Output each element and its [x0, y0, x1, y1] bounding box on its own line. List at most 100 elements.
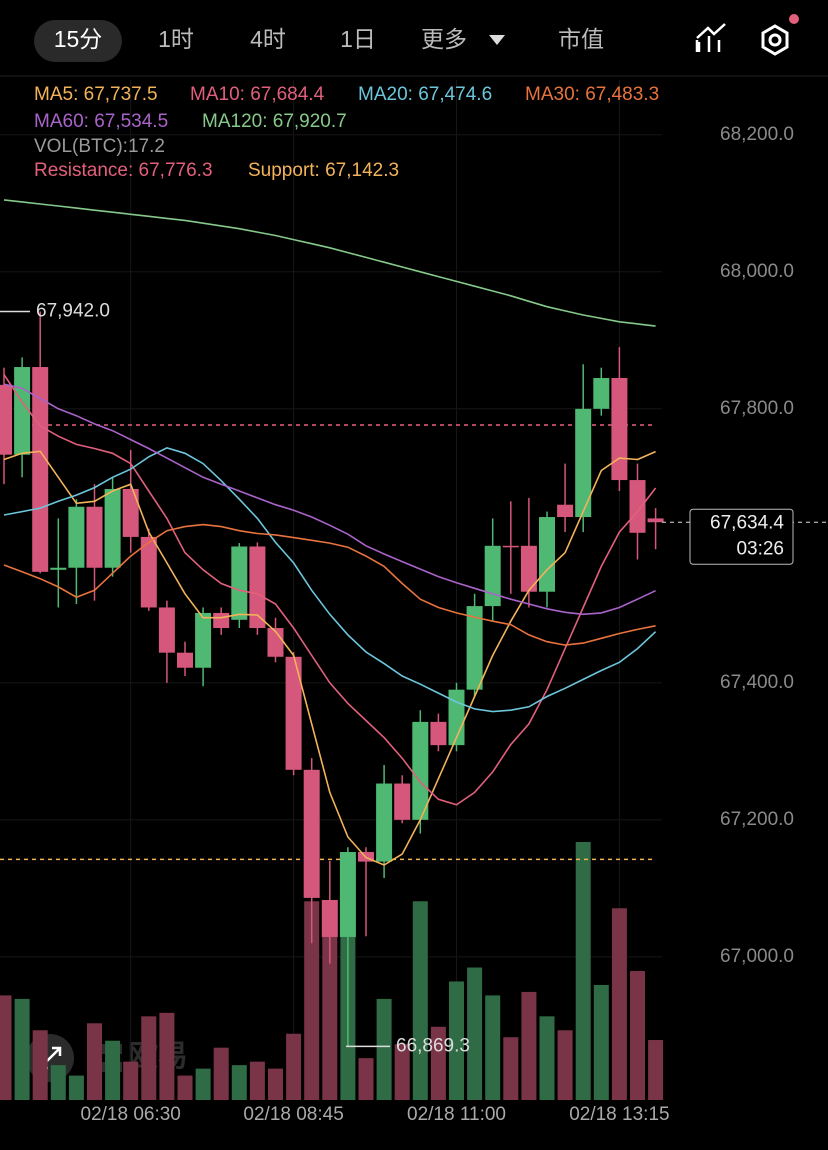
countdown-label: 03:26 — [736, 538, 784, 559]
volume-bar — [231, 1065, 247, 1100]
volume-bar — [503, 1037, 519, 1100]
candle-body — [32, 367, 49, 572]
resistance-label: Resistance: 67,776.3 — [34, 160, 213, 181]
legend-entry: MA5: 67,737.5 — [34, 84, 158, 105]
volume-bar — [430, 1026, 446, 1100]
candle-body — [557, 504, 574, 518]
legend-entry: MA120: 67,920.7 — [202, 111, 347, 132]
candle-body — [195, 612, 212, 668]
legend-entry: MA60: 67,534.5 — [34, 111, 168, 132]
volume-bar — [394, 1044, 410, 1100]
tab[interactable]: 市值 — [558, 26, 604, 52]
volume-bar — [87, 1023, 102, 1100]
support-label: Support: 67,142.3 — [248, 160, 399, 181]
candle-body — [104, 488, 121, 568]
y-tick-label: 68,000.0 — [720, 261, 794, 282]
candle-body — [539, 517, 555, 592]
candle-body — [267, 628, 284, 657]
candle-body — [50, 567, 67, 570]
candle-body — [412, 721, 429, 820]
tab[interactable]: 更多 — [421, 26, 467, 52]
max-marker-label: 67,942.0 — [36, 301, 110, 322]
x-tick-label: 02/18 06:30 — [81, 1104, 181, 1125]
x-tick-label: 02/18 11:00 — [407, 1104, 506, 1125]
volume-bar — [141, 1016, 157, 1100]
volume-bar — [376, 998, 392, 1100]
legend-entry: MA10: 67,684.4 — [190, 84, 325, 105]
candle-body — [249, 546, 266, 629]
volume-bar — [159, 1012, 175, 1100]
legend-entry: MA30: 67,483.3 — [525, 84, 659, 105]
volume-bar — [322, 901, 338, 1100]
candle-body — [394, 783, 411, 820]
candle-body — [303, 769, 320, 898]
volume-bar — [68, 1075, 84, 1100]
candle-body — [520, 545, 537, 592]
candle-body — [321, 899, 338, 937]
ma-line — [3, 374, 657, 806]
tab[interactable]: 15分 — [54, 26, 103, 52]
ma-line — [3, 199, 656, 327]
candle-body — [213, 612, 230, 629]
candle-body — [14, 367, 31, 455]
candle-body — [629, 480, 646, 533]
y-tick-label: 67,200.0 — [720, 809, 794, 830]
last-price-label: 67,634.4 — [710, 512, 784, 533]
candle-body — [68, 506, 85, 568]
volume-bar — [630, 971, 645, 1100]
indicator-icon[interactable] — [695, 23, 726, 52]
candle-body — [611, 377, 628, 481]
candle-body — [231, 546, 248, 620]
volume-bar — [557, 1030, 573, 1100]
x-tick-label: 02/18 13:15 — [569, 1104, 669, 1125]
ma-line — [3, 450, 656, 866]
candle-body — [647, 518, 664, 523]
candle-body — [140, 536, 157, 608]
tab[interactable]: 1时 — [158, 26, 194, 52]
y-tick-label: 67,400.0 — [720, 672, 794, 693]
candle-body — [466, 606, 483, 690]
volume-bar — [539, 1016, 555, 1100]
volume-bar — [32, 1030, 48, 1100]
volume-bar — [575, 842, 591, 1100]
volume-bar — [0, 995, 12, 1100]
volume-bar — [123, 1061, 139, 1100]
dropdown-arrow — [489, 35, 505, 45]
candle-body — [484, 545, 501, 607]
volume-bar — [177, 1075, 193, 1100]
volume-bar — [286, 1033, 302, 1100]
ma-line — [3, 447, 657, 713]
y-tick-label: 67,000.0 — [720, 946, 794, 967]
volume-bar — [105, 1040, 121, 1100]
volume-bar — [449, 981, 464, 1100]
tab[interactable]: 1日 — [340, 26, 376, 52]
ma-line — [3, 523, 656, 646]
candle-body — [430, 721, 447, 746]
tab[interactable]: 4时 — [250, 26, 286, 52]
volume-bar — [304, 901, 320, 1100]
legend-entry: MA20: 67,474.6 — [358, 84, 492, 105]
volume-bar — [412, 901, 428, 1100]
y-tick-label: 67,800.0 — [720, 398, 794, 419]
volume-bar — [50, 1065, 66, 1100]
candle-body — [122, 488, 139, 537]
volume-bar — [485, 995, 501, 1100]
volume-bar — [521, 991, 537, 1100]
candle-body — [339, 852, 356, 937]
x-tick-label: 02/18 08:45 — [243, 1104, 343, 1125]
volume-bar — [467, 967, 483, 1100]
tab-selected-bg — [34, 20, 122, 62]
volume-bar — [249, 1061, 265, 1100]
volume-bar — [195, 1068, 211, 1100]
ma-line — [3, 383, 656, 616]
volume-bar — [14, 998, 30, 1100]
y-tick-label: 68,200.0 — [720, 124, 794, 145]
volume-bar — [648, 1040, 664, 1100]
candle-body — [86, 506, 103, 568]
settings-icon[interactable] — [761, 14, 799, 56]
candle-body — [285, 656, 302, 770]
volume-bar — [213, 1047, 229, 1100]
volume-bar — [358, 1058, 374, 1100]
